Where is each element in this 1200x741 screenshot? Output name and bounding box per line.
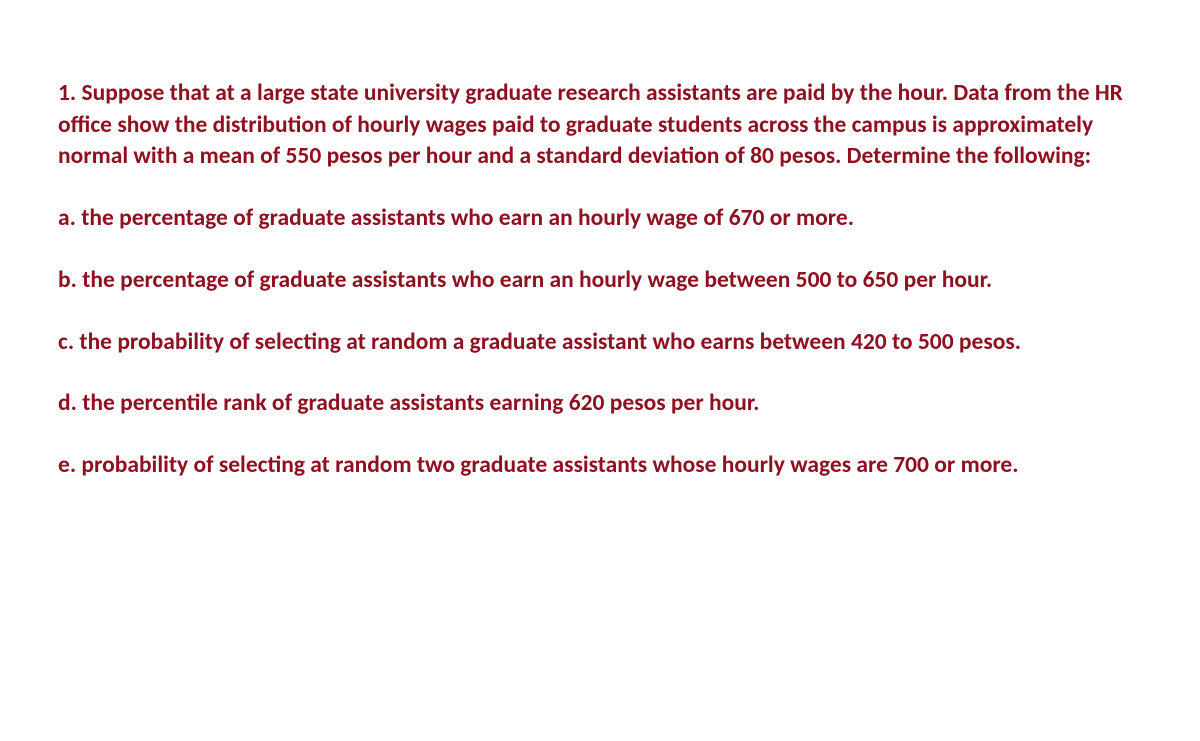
question-b: b. the percentage of graduate assistants…	[58, 265, 1142, 297]
document-page: 1. Suppose that at a large state univers…	[0, 0, 1200, 552]
question-c: c. the probability of selecting at rando…	[58, 327, 1142, 359]
question-d: d. the percentile rank of graduate assis…	[58, 388, 1142, 420]
question-e: e. probability of selecting at random tw…	[58, 450, 1142, 482]
question-a: a. the percentage of graduate assistants…	[58, 203, 1142, 235]
problem-intro: 1. Suppose that at a large state univers…	[58, 78, 1142, 173]
